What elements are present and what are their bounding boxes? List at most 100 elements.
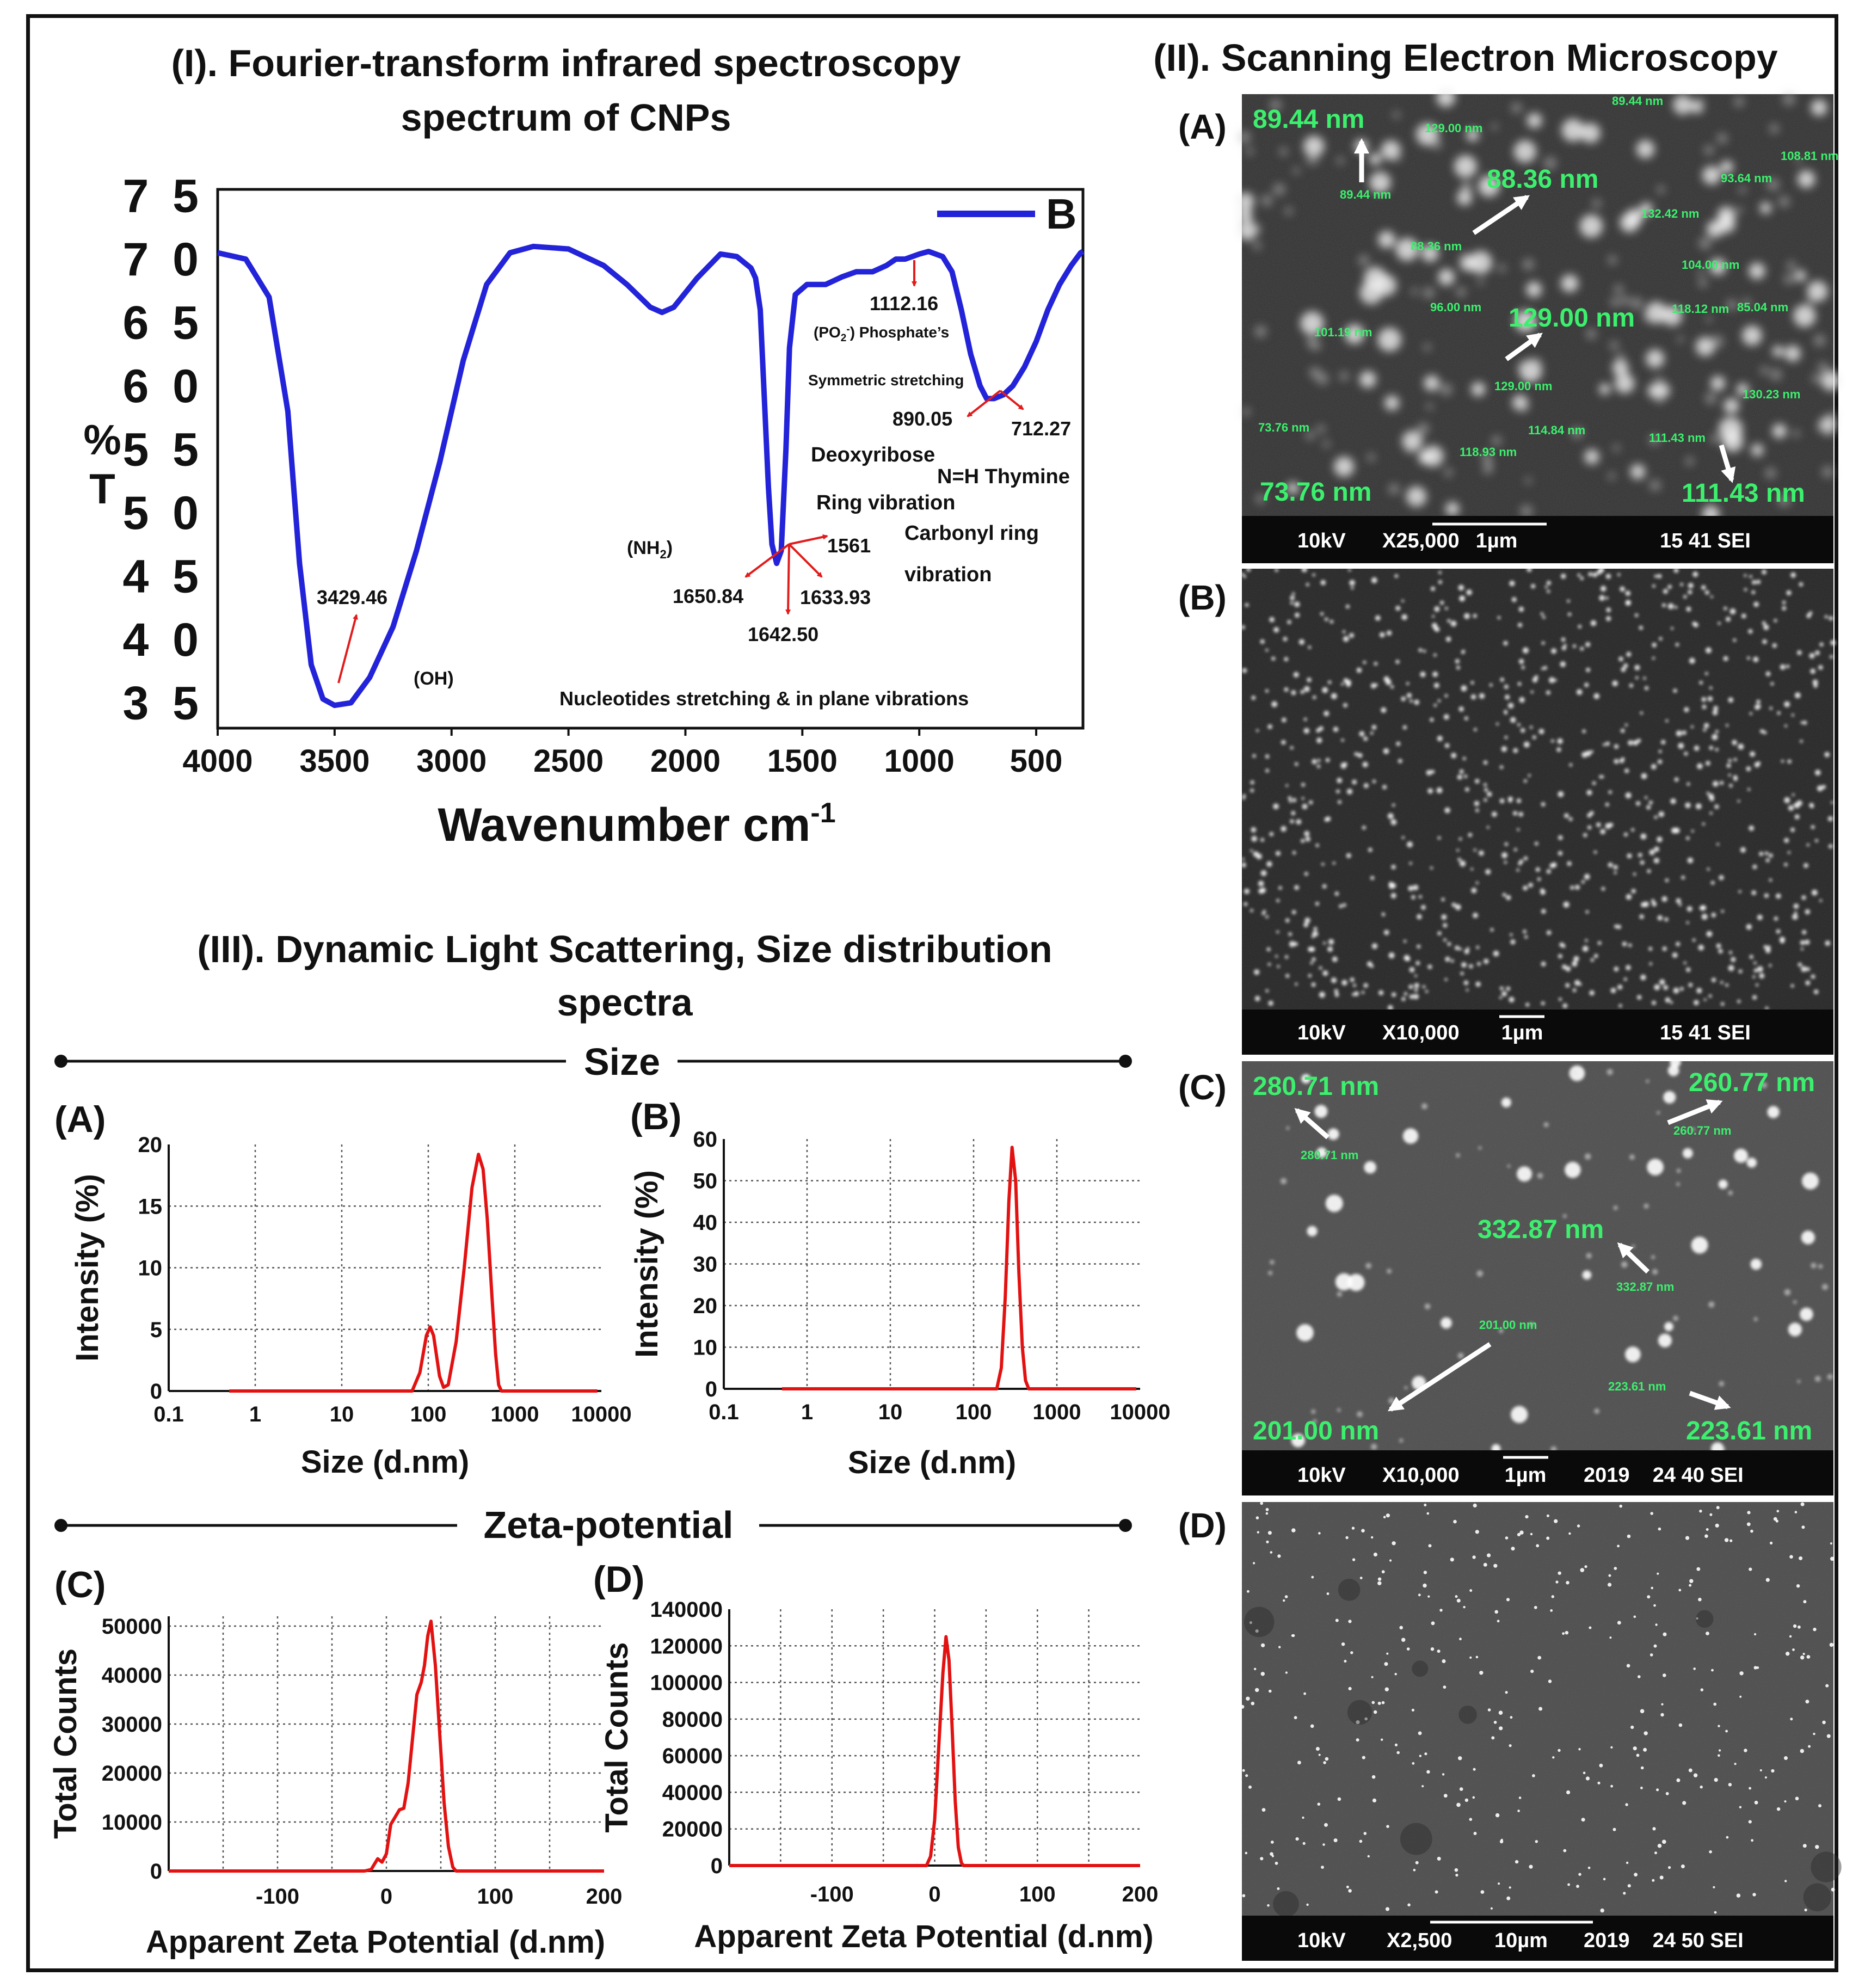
sem-particle [1335, 1618, 1339, 1622]
sem-particle [1663, 1632, 1667, 1636]
sem-particle [1268, 1270, 1273, 1276]
sem-particle [1644, 1203, 1649, 1209]
sem-particle [1676, 1778, 1681, 1782]
sem-particle [1657, 1844, 1662, 1848]
sem-particle [1767, 1106, 1780, 1118]
sem-particle [1451, 902, 1456, 907]
sem-particle [1413, 994, 1419, 1000]
sem-particle [1511, 102, 1522, 114]
sem-particle [1290, 601, 1294, 605]
sem-particle [1375, 171, 1386, 183]
sem-particle [1698, 1597, 1702, 1602]
sem-particle [1421, 1103, 1427, 1110]
sem-particle [1431, 1621, 1435, 1626]
sem-particle [1701, 697, 1707, 702]
annot-po2: (PO2-) Phosphate’s [814, 324, 949, 344]
sem-particle [1662, 1839, 1666, 1844]
sem-particle [1776, 929, 1781, 934]
sem-particle [1316, 737, 1322, 743]
sem-particle [1386, 1825, 1389, 1828]
sem-particle [1424, 1752, 1427, 1756]
sem-particle [1552, 1756, 1555, 1759]
sem-particle [1475, 808, 1479, 813]
annot-symmetric: Symmetric stretching [808, 372, 964, 389]
sem-particle [1255, 1516, 1259, 1519]
sem-particle [1456, 287, 1467, 297]
sem-particle [1283, 1599, 1285, 1602]
sem-particle [1319, 966, 1322, 970]
y-tick-label: 0 [711, 1854, 723, 1878]
sem-particle [1597, 941, 1602, 945]
sem-particle [1780, 664, 1786, 670]
sem-particle [1780, 939, 1784, 944]
sem-particle [1324, 711, 1329, 717]
sem-particle [1633, 1615, 1636, 1618]
annot-nucleotides: Nucleotides stretching & in plane vibrat… [559, 687, 969, 710]
sem-particle [1419, 1755, 1422, 1757]
sem-particle [1418, 1731, 1422, 1735]
sem-particle [1794, 692, 1801, 699]
sem-particle [1324, 1823, 1328, 1827]
annot-ring-vibration: Ring vibration [816, 491, 955, 514]
sem-particle [1408, 495, 1420, 507]
sem-particle [1385, 1907, 1390, 1911]
sem-particle [1572, 644, 1577, 648]
sem-particle [1620, 296, 1630, 305]
sem-particle [1818, 665, 1823, 670]
sem-d-info-bar: 10kV X2,500 10µm 2019 24 50 SEI [1242, 1916, 1833, 1961]
sem-particle [1700, 1786, 1703, 1789]
sem-particle [1699, 681, 1703, 685]
sem-particle [1654, 574, 1658, 578]
x-tick-label: 100 [1019, 1882, 1056, 1906]
sem-particle [1629, 1154, 1635, 1160]
sem-particle [1681, 1864, 1685, 1868]
sem-particle [1520, 149, 1531, 160]
sem-particle [1688, 1768, 1692, 1772]
sem-particle [1713, 1702, 1717, 1706]
sem-particle [1417, 914, 1422, 920]
sem-particle [1580, 576, 1584, 580]
sem-particle [1438, 580, 1442, 584]
sem-particle [1590, 958, 1595, 962]
sem-a-small-17: 118.93 nm [1460, 445, 1517, 459]
sem-c-info: 2019 24 40 SEI [1584, 1464, 1744, 1487]
sem-particle [1692, 571, 1698, 577]
sem-particle [1305, 836, 1310, 842]
sem-particle [1795, 804, 1800, 809]
sem-c-kv: 10kV [1297, 1464, 1346, 1487]
sem-particle [1650, 1512, 1653, 1515]
sem-particle [1770, 368, 1782, 381]
sem-particle [1552, 862, 1557, 868]
sem-particle [1253, 1562, 1255, 1565]
sem-particle [1644, 686, 1649, 691]
sem-particle [1831, 801, 1834, 804]
sem-particle [1565, 1630, 1569, 1635]
sem-particle [1621, 1261, 1628, 1268]
sem-particle [1737, 799, 1740, 803]
sem-particle [1640, 1709, 1645, 1714]
sem-particle [1566, 1790, 1571, 1795]
sem-particle [1499, 1839, 1504, 1844]
sem-particle [1739, 1806, 1742, 1808]
sem-a-small-7: 88.36 nm [1411, 239, 1462, 253]
sem-particle [1578, 1873, 1581, 1876]
sem-particle [1800, 1307, 1813, 1321]
sem-particle [1657, 1572, 1659, 1575]
sem-particle [1586, 1253, 1592, 1259]
sem-particle [1592, 572, 1598, 577]
sem-particle [1341, 980, 1347, 986]
sem-particle [1628, 943, 1632, 947]
sem-particle [1644, 1731, 1648, 1735]
sem-particle [1529, 1864, 1533, 1869]
sem-particle [1738, 969, 1743, 974]
sem-particle [1455, 1874, 1458, 1877]
sem-c-small-2: 260.77 nm [1673, 1124, 1731, 1137]
sem-particle [1248, 1785, 1252, 1789]
sem-particle [1483, 760, 1488, 765]
sem-particle [1769, 706, 1773, 710]
sem-particle [1540, 888, 1544, 892]
sem-particle [1709, 686, 1713, 690]
sem-particle [1384, 1687, 1389, 1691]
sem-particle [1348, 1889, 1352, 1893]
annot-vibration: vibration [904, 563, 992, 586]
